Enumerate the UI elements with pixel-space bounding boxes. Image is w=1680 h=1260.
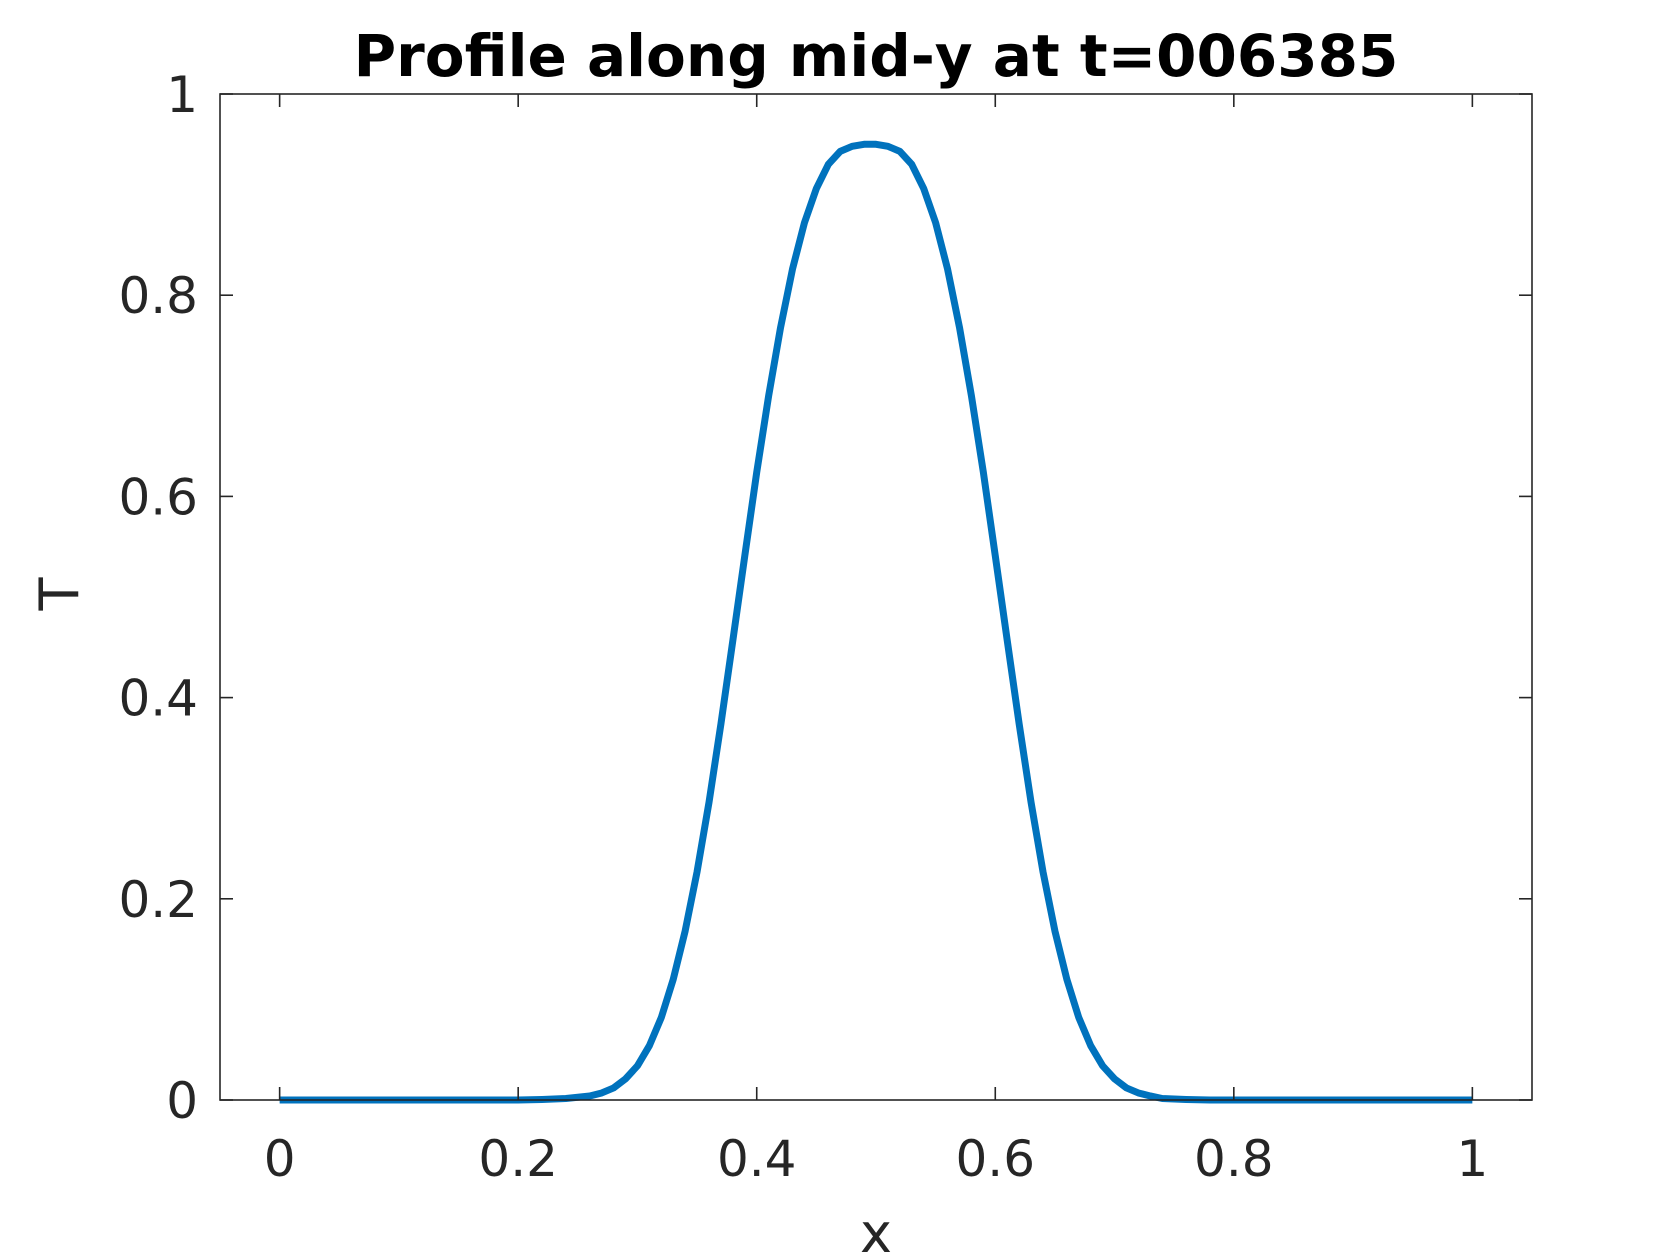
y-tick-label: 0.2 <box>118 871 198 929</box>
y-tick-label: 1 <box>166 66 198 124</box>
y-tick-label: 0 <box>166 1072 198 1130</box>
x-tick-label: 0 <box>264 1130 296 1188</box>
x-tick-label: 0.4 <box>717 1130 797 1188</box>
y-tick-label: 0.6 <box>118 468 198 526</box>
x-tick-label: 0.6 <box>956 1130 1036 1188</box>
series-line-1 <box>279 140 1473 1104</box>
y-tick-label: 0.8 <box>118 267 198 325</box>
x-tick-label: 1 <box>1456 1130 1488 1188</box>
chart-title: Profile along mid-y at t=006385 <box>354 22 1399 90</box>
y-tick-label: 0.4 <box>118 670 198 728</box>
x-tick-label: 0.8 <box>1194 1130 1274 1188</box>
x-axis-label: x <box>860 1202 892 1260</box>
x-tick-label: 0.2 <box>478 1130 558 1188</box>
plot-area: 0 0.2 0.4 0.6 0.8 1 0 0.2 0.4 0.6 0.8 1 <box>118 66 1533 1188</box>
axes-box <box>219 93 1533 1101</box>
y-axis-label: T <box>28 577 91 612</box>
